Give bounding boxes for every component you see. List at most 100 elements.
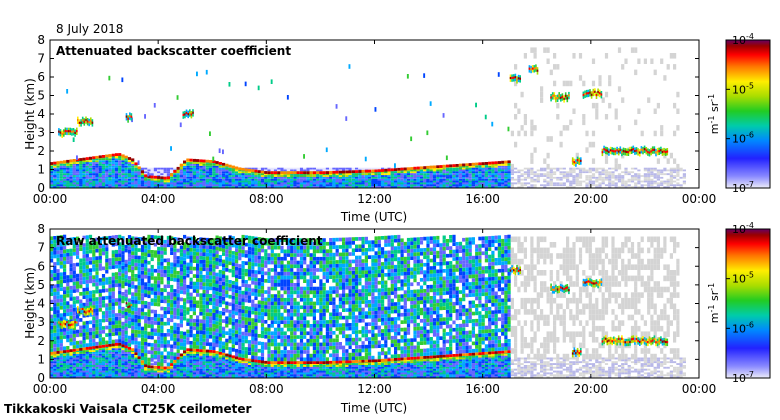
aerosol-cell xyxy=(108,173,112,176)
surface-cell xyxy=(614,175,618,177)
cloud-core-cell xyxy=(69,130,72,133)
cloud-core-cell xyxy=(624,150,626,153)
surface-cell xyxy=(669,173,673,176)
aerosol-cell xyxy=(413,186,417,188)
aerosol-cell xyxy=(235,171,239,174)
aerosol-cell xyxy=(92,171,96,174)
aerosol-cell xyxy=(368,182,372,185)
bl-top-cell xyxy=(137,166,141,170)
cloud-core-cell xyxy=(650,150,652,153)
aerosol-cell xyxy=(222,186,226,188)
aerosol-cell xyxy=(325,176,329,179)
aerosol-cell xyxy=(56,365,60,367)
noise-cell xyxy=(66,278,70,283)
cloud-core-cell xyxy=(85,118,87,122)
aerosol-cell xyxy=(144,178,148,181)
aerosol-cell xyxy=(309,175,313,177)
aerosol-cell xyxy=(419,184,424,187)
nosignal-cell xyxy=(656,102,660,109)
surface-cell xyxy=(264,169,268,172)
aerosol-cell xyxy=(462,165,466,168)
aerosol-cell xyxy=(192,162,196,164)
aerosol-cell xyxy=(273,176,278,179)
surface-cell xyxy=(553,184,557,187)
bl-top-cell xyxy=(147,175,151,179)
aerosol-cell xyxy=(228,167,232,170)
surface-cell xyxy=(611,167,615,170)
bl-top-cell xyxy=(358,170,362,173)
surface-cell xyxy=(572,176,576,179)
aerosol-cell xyxy=(481,180,485,183)
aerosol-cell xyxy=(215,182,219,185)
noise-cell xyxy=(85,343,89,347)
noise-cell xyxy=(79,329,83,333)
noise-cell xyxy=(53,236,57,240)
aerosol-cell xyxy=(196,178,200,181)
aerosol-cell xyxy=(118,173,122,176)
noise-cell xyxy=(63,271,67,276)
surface-cell xyxy=(663,169,667,172)
noise-cell xyxy=(76,281,80,285)
aerosol-cell xyxy=(50,176,54,179)
aerosol-cell xyxy=(66,184,70,187)
aerosol-cell xyxy=(361,180,365,183)
aerosol-cell xyxy=(53,180,57,183)
aerosol-cell xyxy=(215,169,219,172)
aerosol-cell xyxy=(445,173,450,176)
surface-cell xyxy=(543,167,547,170)
bl-top-cell xyxy=(507,160,511,164)
nosignal-cell xyxy=(650,58,654,64)
aerosol-cell xyxy=(215,176,219,179)
aerosol-cell xyxy=(88,178,93,181)
aerosol-cell xyxy=(111,158,115,161)
surface-cell xyxy=(634,182,638,185)
speckle-cell xyxy=(442,113,445,118)
surface-cell xyxy=(637,186,641,188)
bl-top-cell xyxy=(88,346,93,350)
noise-cell xyxy=(56,257,60,262)
aerosol-cell xyxy=(432,169,437,172)
cloud-core-cell xyxy=(516,78,518,81)
nosignal-cell xyxy=(530,47,534,53)
aerosol-cell xyxy=(390,178,394,181)
noise-cell xyxy=(92,331,96,335)
noise-cell xyxy=(79,333,83,337)
aerosol-cell xyxy=(53,167,57,170)
aerosol-cell xyxy=(406,176,411,179)
cloud-core-cell xyxy=(535,66,537,69)
noise-cell xyxy=(59,324,63,329)
aerosol-cell xyxy=(241,180,245,183)
aerosol-cell xyxy=(166,186,170,188)
aerosol-cell xyxy=(199,178,203,181)
aerosol-cell xyxy=(419,175,424,177)
aerosol-cell xyxy=(329,184,333,187)
surface-cell xyxy=(673,184,677,187)
speckle-cell xyxy=(429,101,432,106)
aerosol-cell xyxy=(452,186,456,188)
aerosol-cell xyxy=(111,178,115,181)
noise-cell xyxy=(92,238,96,242)
surface-cell xyxy=(627,186,631,188)
bl-top-cell xyxy=(384,168,388,172)
surface-cell xyxy=(614,176,618,179)
cloud-core-cell xyxy=(586,92,588,95)
cloud-core-cell xyxy=(587,92,590,95)
bl-top-cell xyxy=(186,158,190,162)
aerosol-cell xyxy=(121,162,125,164)
bl-top-cell xyxy=(478,162,482,166)
aerosol-cell xyxy=(283,176,287,179)
aerosol-cell xyxy=(137,169,141,172)
bl-top-cell xyxy=(381,169,385,172)
aerosol-cell xyxy=(76,361,80,364)
aerosol-cell xyxy=(127,167,132,170)
surface-cell xyxy=(543,173,547,176)
bl-top-cell xyxy=(76,348,80,352)
surface-cell xyxy=(160,173,164,176)
aerosol-cell xyxy=(247,175,252,177)
aerosol-cell xyxy=(322,176,326,179)
aerosol-cell xyxy=(179,182,183,185)
cloud-core-cell xyxy=(626,150,628,153)
aerosol-cell xyxy=(69,175,73,177)
noise-cell xyxy=(79,344,83,348)
nosignal-cell xyxy=(533,53,537,59)
